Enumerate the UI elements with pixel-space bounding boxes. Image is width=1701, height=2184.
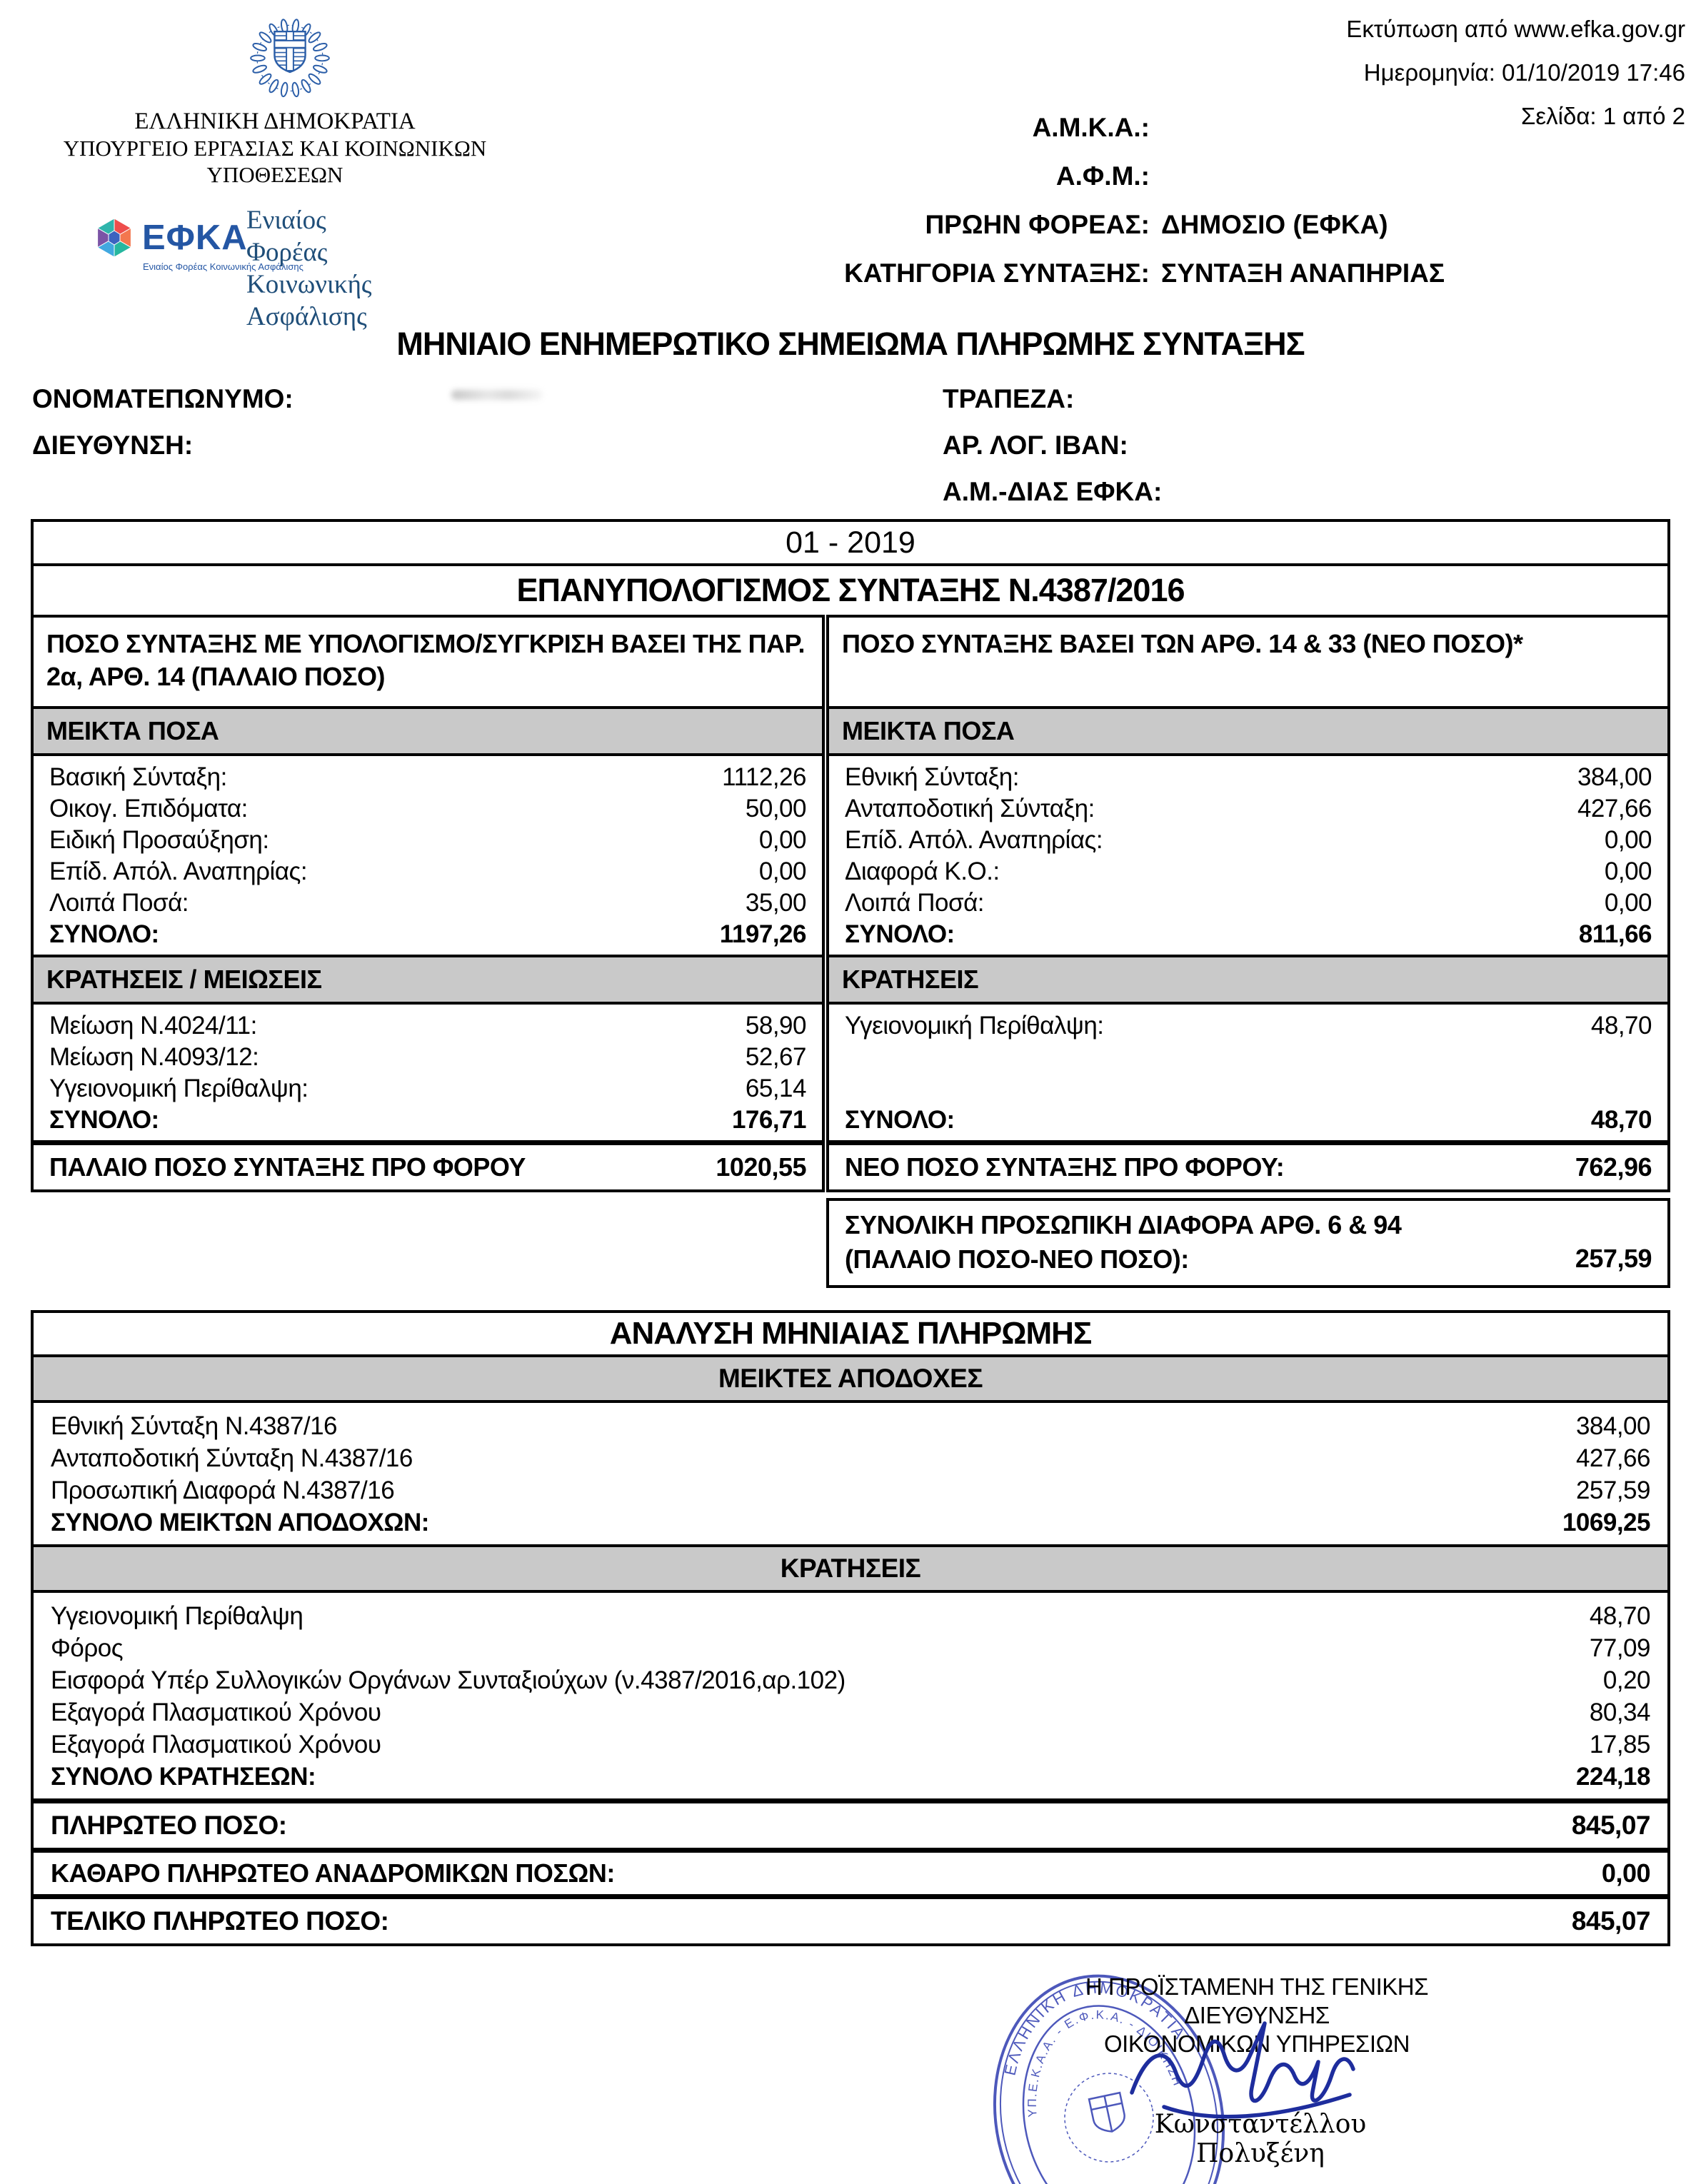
new-column-header: ΠΟΣΟ ΣΥΝΤΑΞΗΣ ΒΑΣΕΙ ΤΩΝ ΑΡΘ. 14 & 33 (ΝΕ…: [829, 618, 1667, 709]
table-row: Εξαγορά Πλασματικού Χρόνου 80,34: [51, 1699, 1651, 1726]
personal-difference-label: ΣΥΝΟΛΙΚΗ ΠΡΟΣΩΠΙΚΗ ΔΙΑΦΟΡΑ ΑΡΘ. 6 & 94 (…: [845, 1210, 1402, 1274]
old-deductions-band: ΚΡΑΤΗΣΕΙΣ / ΜΕΙΩΣΕΙΣ: [34, 955, 822, 1005]
amka-label: Α.Μ.Κ.Α.:: [1032, 113, 1150, 142]
table-row: Εξαγορά Πλασματικού Χρόνου 17,85: [51, 1731, 1651, 1758]
table-row: Υγειονομική Περίθαλψη: 48,70: [845, 1012, 1652, 1040]
table-row: Εθνική Σύνταξη: 384,00: [845, 763, 1652, 791]
new-deductions-total-row: ΣΥΝΟΛΟ: 48,70: [845, 1106, 1652, 1134]
blank-spacer: [829, 1042, 1667, 1104]
analysis-deductions-total-row: ΣΥΝΟΛΟ ΚΡΑΤΗΣΕΩΝ: 224,18: [51, 1763, 1651, 1791]
former-fund-value: ΔΗΜΟΣΙΟ (ΕΦΚΑ): [1161, 210, 1388, 239]
amka-row: Α.Μ.Κ.Α.:: [743, 113, 1685, 143]
pension-category-row: ΚΑΤΗΓΟΡΙΑ ΣΥΝΤΑΞΗΣ: ΣΥΝΤΑΞΗ ΑΝΑΠΗΡΙΑΣ: [743, 258, 1685, 288]
new-deduction-rows: Υγειονομική Περίθαλψη: 48,70 ΣΥΝΟΛΟ: 48,70: [829, 1005, 1667, 1140]
table-row: Οικογ. Επιδόματα: 50,00: [49, 795, 807, 822]
table-row: Προσωπική Διαφορά Ν.4387/16 257,59: [51, 1476, 1651, 1504]
table-row: Επίδ. Απόλ. Αναπηρίας: 0,00: [49, 857, 807, 885]
old-amount-column: ΠΟΣΟ ΣΥΝΤΑΞΗΣ ΜΕ ΥΠΟΛΟΓΙΣΜΟ/ΣΥΓΚΡΙΣΗ ΒΑΣ…: [31, 615, 825, 1192]
table-row: Ειδική Προσαύξηση: 0,00: [49, 826, 807, 854]
analysis-gross-band: ΜΕΙΚΤΕΣ ΑΠΟΔΟΧΕΣ: [34, 1354, 1667, 1403]
personal-difference-value: 257,59: [1575, 1244, 1652, 1273]
official-round-stamp-icon: ΕΛΛΗΝΙΚΗ ΔΗΜΟΚΡΑΤΙΑ ΥΠ.Ε.Κ.Α.Α. - Ε.Φ.Κ.…: [970, 1961, 1255, 2184]
analysis-deduction-rows: Υγειονομική Περίθαλψη 48,70 Φόρος 77,09 Ει…: [34, 1593, 1667, 1798]
new-amount-column: ΠΟΣΟ ΣΥΝΤΑΞΗΣ ΒΑΣΕΙ ΤΩΝ ΑΡΘ. 14 & 33 (ΝΕ…: [826, 615, 1670, 1192]
republic-name: ΕΛΛΗΝΙΚΗ ΔΗΜΟΚΡΑΤΙΑ: [134, 109, 416, 134]
ministry-name-line2: ΥΠΟΘΕΣΕΩΝ: [206, 162, 343, 187]
print-info: Εκτύπωση από www.efka.gov.gr Ημερομηνία:…: [1346, 7, 1685, 138]
new-gross-band: ΜΕΙΚΤΑ ΠΟΣΑ: [829, 709, 1667, 756]
analysis-gross-total-row: ΣΥΝΟΛΟ ΜΕΙΚΤΩΝ ΑΠΟΔΟΧΩΝ: 1069,25: [51, 1509, 1651, 1536]
old-deductions-total-row: ΣΥΝΟΛΟ: 176,71: [49, 1106, 807, 1134]
address-label: ΔΙΕΥΘΥΝΣΗ:: [32, 431, 194, 460]
monthly-payment-analysis-table: ΑΝΑΛΥΣΗ ΜΗΝΙΑΙΑΣ ΠΛΗΡΩΜΗΣ ΜΕΙΚΤΕΣ ΑΠΟΔΟΧ…: [31, 1310, 1670, 1946]
pension-category-label: ΚΑΤΗΓΟΡΙΑ ΣΥΝΤΑΞΗΣ:: [844, 258, 1150, 288]
document-title: ΜΗΝΙΑΙΟ ΕΝΗΜΕΡΩΤΙΚΟ ΣΗΜΕΙΩΜΑ ΠΛΗΡΩΜΗΣ ΣΥ…: [396, 326, 1305, 362]
table-row: Ανταποδοτική Σύνταξη: 427,66: [845, 795, 1652, 822]
analysis-deductions-band: ΚΡΑΤΗΣΕΙΣ: [34, 1544, 1667, 1593]
payable-amount-row: ΠΛΗΡΩΤΕΟ ΠΟΣΟ: 845,07: [34, 1798, 1667, 1848]
efka-logo-icon: [91, 216, 138, 263]
table-row: Φόρος 77,09: [51, 1634, 1651, 1662]
ministry-name-line1: ΥΠΟΥΡΓΕΙΟ ΕΡΓΑΣΙΑΣ ΚΑΙ ΚΟΙΝΩΝΙΚΩΝ: [63, 136, 487, 161]
analysis-gross-rows: Εθνική Σύνταξη Ν.4387/16 384,00 Ανταποδοτ…: [34, 1403, 1667, 1544]
recalc-header-box: 01 - 2019 ΕΠΑΝΥΠΟΛΟΓΙΣΜΟΣ ΣΥΝΤΑΞΗΣ Ν.438…: [31, 519, 1670, 615]
table-row: Υγειονομική Περίθαλψη: 65,14: [49, 1075, 807, 1102]
former-fund-label: ΠΡΩΗΝ ΦΟΡΕΑΣ:: [925, 210, 1150, 239]
table-row: Λοιπά Ποσά: 35,00: [49, 889, 807, 917]
identification-block: Α.Μ.Κ.Α.: Α.Φ.Μ.: ΠΡΩΗΝ ΦΟΡΕΑΣ: ΔΗΜΟΣΙΟ …: [743, 113, 1685, 307]
recalculation-table: 01 - 2019 ΕΠΑΝΥΠΟΛΟΓΙΣΜΟΣ ΣΥΝΤΑΞΗΣ Ν.438…: [31, 519, 1670, 1288]
afm-label: Α.Φ.Μ.:: [1055, 161, 1150, 191]
efka-logo-subtitle: Ενιαίος Φορέας Κοινωνικής Ασφάλισης: [143, 261, 303, 272]
redacted-name-smudge: [451, 390, 543, 400]
iban-label: ΑΡ. ΛΟΓ. IBAN:: [943, 431, 1128, 460]
personal-difference-box: ΣΥΝΟΛΙΚΗ ΠΡΟΣΩΠΙΚΗ ΔΙΑΦΟΡΑ ΑΡΘ. 6 & 94 (…: [826, 1198, 1670, 1288]
new-pretax-amount-row: ΝΕΟ ΠΟΣΟ ΣΥΝΤΑΞΗΣ ΠΡΟ ΦΟΡΟΥ: 762,96: [829, 1140, 1667, 1189]
analysis-title: ΑΝΑΛΥΣΗ ΜΗΝΙΑΙΑΣ ΠΛΗΡΩΜΗΣ: [609, 1316, 1093, 1351]
afm-row: Α.Φ.Μ.:: [743, 161, 1685, 191]
name-label: ΟΝΟΜΑΤΕΠΩΝΥΜΟ:: [32, 384, 293, 413]
diff-left-empty: [31, 1198, 825, 1288]
table-row: Βασική Σύνταξη: 1112,26: [49, 763, 806, 791]
efka-acronym: ΕΦΚΑ: [142, 218, 248, 257]
signer-name: Κωνσταντέλλου Πολυξένη: [1154, 2110, 1367, 2168]
bank-label: ΤΡΑΠΕΖΑ:: [943, 384, 1075, 413]
pension-category-value: ΣΥΝΤΑΞΗ ΑΝΑΠΗΡΙΑΣ: [1161, 258, 1445, 288]
table-row: Υγειονομική Περίθαλψη 48,70: [51, 1602, 1651, 1630]
efka-full-name: Ενιαίος Φορέας Κοινωνικής Ασφάλισης: [246, 206, 372, 331]
final-payable-amount-row: ΤΕΛΙΚΟ ΠΛΗΡΩΤΕΟ ΠΟΣΟ: 845,07: [34, 1894, 1667, 1943]
period: 01 - 2019: [34, 522, 1667, 566]
new-gross-rows: Εθνική Σύνταξη: 384,00 Ανταποδοτική Σύντα…: [829, 756, 1667, 955]
ministry-block: ΕΛΛΗΝΙΚΗ ΔΗΜΟΚΡΑΤΙΑ ΥΠΟΥΡΓΕΙΟ ΕΡΓΑΣΙΑΣ Κ…: [36, 109, 514, 188]
old-pretax-amount-row: ΠΑΛΑΙΟ ΠΟΣΟ ΣΥΝΤΑΞΗΣ ΠΡΟ ΦΟΡΟΥ 1020,55: [34, 1140, 822, 1189]
dias-label: Α.Μ.-ΔΙΑΣ ΕΦΚΑ:: [943, 477, 1163, 506]
old-gross-band: ΜΕΙΚΤΑ ΠΟΣΑ: [34, 709, 822, 756]
new-gross-total-row: ΣΥΝΟΛΟ: 811,66: [845, 920, 1652, 948]
recalc-title: ΕΠΑΝΥΠΟΛΟΓΙΣΜΟΣ ΣΥΝΤΑΞΗΣ Ν.4387/2016: [516, 572, 1185, 608]
former-fund-row: ΠΡΩΗΝ ΦΟΡΕΑΣ: ΔΗΜΟΣΙΟ (ΕΦΚΑ): [743, 210, 1685, 240]
new-deductions-band: ΚΡΑΤΗΣΕΙΣ: [829, 955, 1667, 1005]
old-gross-rows: Βασική Σύνταξη: 1112,26 Οικογ. Επιδόματα:…: [34, 756, 822, 955]
table-row: Επίδ. Απόλ. Αναπηρίας: 0,00: [845, 826, 1652, 854]
handwritten-signature-icon: [1125, 2018, 1389, 2128]
old-column-header: ΠΟΣΟ ΣΥΝΤΑΞΗΣ ΜΕ ΥΠΟΛΟΓΙΣΜΟ/ΣΥΓΚΡΙΣΗ ΒΑΣ…: [34, 618, 822, 709]
retro-net-amount-row: ΚΑΘΑΡΟ ΠΛΗΡΩΤΕΟ ΑΝΑΔΡΟΜΙΚΩΝ ΠΟΣΩΝ: 0,00: [34, 1848, 1667, 1894]
print-date: Ημερομηνία: 01/10/2019 17:46: [1363, 59, 1685, 86]
table-row: Μείωση Ν.4024/11: 58,90: [49, 1012, 807, 1040]
print-source: Εκτύπωση από www.efka.gov.gr: [1346, 16, 1685, 42]
greek-coat-of-arms-icon: [248, 4, 332, 109]
table-row: Λοιπά Ποσά: 0,00: [845, 889, 1652, 917]
table-row: Ανταποδοτική Σύνταξη Ν.4387/16 427,66: [51, 1444, 1651, 1472]
table-row: Διαφορά Κ.Ο.: 0,00: [845, 857, 1652, 885]
table-row: Εθνική Σύνταξη Ν.4387/16 384,00: [51, 1412, 1651, 1440]
old-gross-total-row: ΣΥΝΟΛΟ: 1197,26: [49, 920, 807, 948]
table-row: Μείωση Ν.4093/12: 52,67: [49, 1043, 807, 1071]
page-number: Σελίδα: 1 από 2: [1521, 103, 1685, 129]
table-row: Εισφορά Υπέρ Συλλογικών Οργάνων Συνταξιο…: [51, 1666, 1651, 1694]
old-deduction-rows: Μείωση Ν.4024/11: 58,90 Μείωση Ν.4093/12:…: [34, 1005, 822, 1140]
